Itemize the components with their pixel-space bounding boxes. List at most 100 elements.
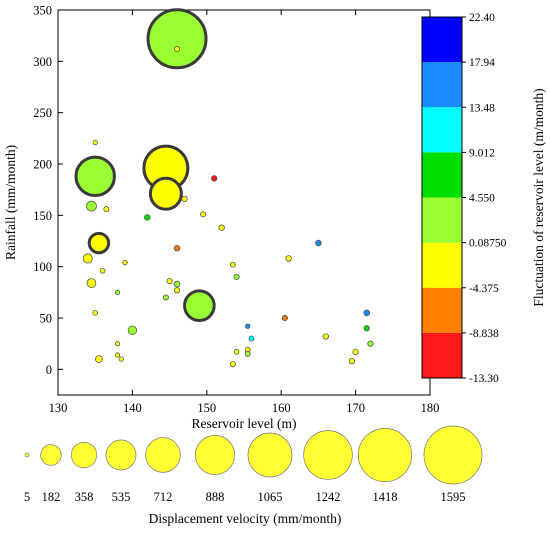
data-point <box>173 244 181 252</box>
data-point <box>367 340 374 347</box>
size-legend-label: 888 <box>206 490 225 504</box>
data-point <box>183 289 216 323</box>
size-legend: 5 182 358 535 712 888 1065 1242 1418 1595 <box>24 425 483 504</box>
data-point <box>352 348 359 356</box>
colorbar-band <box>422 332 462 378</box>
colorbar-label: -13.30 <box>469 373 499 385</box>
data-point <box>86 200 97 212</box>
colorbar-label: 0.08750 <box>469 238 507 250</box>
data-point <box>173 287 181 294</box>
data-point <box>229 261 236 268</box>
data-point <box>173 280 181 288</box>
data-point <box>244 351 251 357</box>
colorbar-label: 17.94 <box>469 57 495 69</box>
colorbar-band <box>422 17 462 63</box>
data-point <box>233 349 240 355</box>
data-point <box>86 278 97 288</box>
colorbar-label: -8.838 <box>469 328 499 340</box>
colorbar-band <box>422 107 462 153</box>
y-tick-label: 200 <box>33 158 52 172</box>
size-legend-label: 182 <box>42 490 61 504</box>
size-legend-label: 1242 <box>316 490 341 504</box>
data-point <box>248 335 255 342</box>
size-legend-title: Displacement velocity (mm/month) <box>149 511 342 526</box>
y-axis-title: Rainfall (mm/month) <box>3 145 18 260</box>
x-tick-label: 160 <box>272 401 291 415</box>
data-point <box>363 325 370 332</box>
data-point <box>74 155 116 198</box>
data-point <box>233 273 240 281</box>
y-tick-label: 300 <box>33 55 52 69</box>
y-tick-label: 100 <box>33 260 52 274</box>
size-legend-label: 5 <box>24 490 30 504</box>
x-tick-label: 140 <box>123 401 142 415</box>
y-tick-label: 150 <box>33 209 52 223</box>
colorbar-band <box>422 242 462 288</box>
size-legend-label: 1065 <box>258 490 283 504</box>
data-point <box>200 211 207 218</box>
size-legend-circle <box>145 437 181 473</box>
data-point <box>92 310 98 316</box>
data-point <box>127 325 138 336</box>
data-point <box>315 239 322 247</box>
points-layer <box>74 8 374 368</box>
size-legend-circle <box>247 432 293 478</box>
colorbar-title: Fluctuation of reservoir level (m/month) <box>531 88 546 306</box>
axes-layer: 130 140 150 160 170 180 0 50 100 150 200 250 300 350 <box>33 4 439 416</box>
data-point <box>218 224 225 231</box>
data-point <box>87 231 111 255</box>
colorbar-label: -4.375 <box>469 283 499 295</box>
colorbar-band <box>422 152 462 198</box>
data-point <box>348 357 356 365</box>
data-point <box>115 341 121 347</box>
y-tick-label: 350 <box>33 4 52 18</box>
data-point <box>363 309 371 317</box>
colorbar-band <box>422 62 462 108</box>
x-axis-title: Reservoir level (m) <box>192 416 297 431</box>
data-point <box>245 323 251 329</box>
data-point <box>114 289 121 295</box>
data-point <box>114 352 121 358</box>
data-point <box>281 314 288 322</box>
data-point <box>92 139 98 146</box>
y-tick-label: 0 <box>46 363 52 377</box>
data-point <box>211 175 218 182</box>
data-point <box>99 267 106 274</box>
size-legend-circle <box>423 425 483 485</box>
data-point <box>82 253 93 264</box>
data-point <box>95 355 103 363</box>
data-point <box>174 46 181 53</box>
data-point <box>166 277 173 285</box>
size-legend-label: 535 <box>112 490 131 504</box>
size-legend-label: 712 <box>154 490 173 504</box>
colorbar-label: 22.40 <box>469 12 495 24</box>
data-point <box>146 8 208 70</box>
data-point <box>103 206 110 213</box>
size-legend-circle <box>70 441 98 469</box>
size-legend-circle <box>24 452 30 458</box>
size-legend-circle <box>40 444 62 466</box>
colorbar-label: 4.550 <box>469 193 495 205</box>
data-point <box>122 259 128 266</box>
x-tick-label: 180 <box>421 401 440 415</box>
colorbar: 22.40 17.94 13.48 9.012 4.550 0.08750 -4.375 -8… <box>421 12 507 385</box>
data-point <box>144 214 151 221</box>
data-point <box>181 195 188 203</box>
size-legend-circle <box>303 430 353 480</box>
data-point <box>162 294 169 301</box>
data-point <box>285 255 292 262</box>
colorbar-band <box>422 287 462 333</box>
size-legend-label: 1418 <box>373 490 398 504</box>
data-point <box>322 333 330 340</box>
colorbar-band <box>422 197 462 243</box>
size-legend-circle <box>357 427 413 483</box>
y-tick-label: 250 <box>33 106 52 120</box>
size-legend-label: 1595 <box>441 490 466 504</box>
data-point <box>229 361 236 368</box>
data-point <box>148 176 183 211</box>
size-legend-label: 358 <box>75 490 94 504</box>
x-tick-label: 150 <box>197 401 216 415</box>
y-tick-label: 50 <box>40 312 53 326</box>
